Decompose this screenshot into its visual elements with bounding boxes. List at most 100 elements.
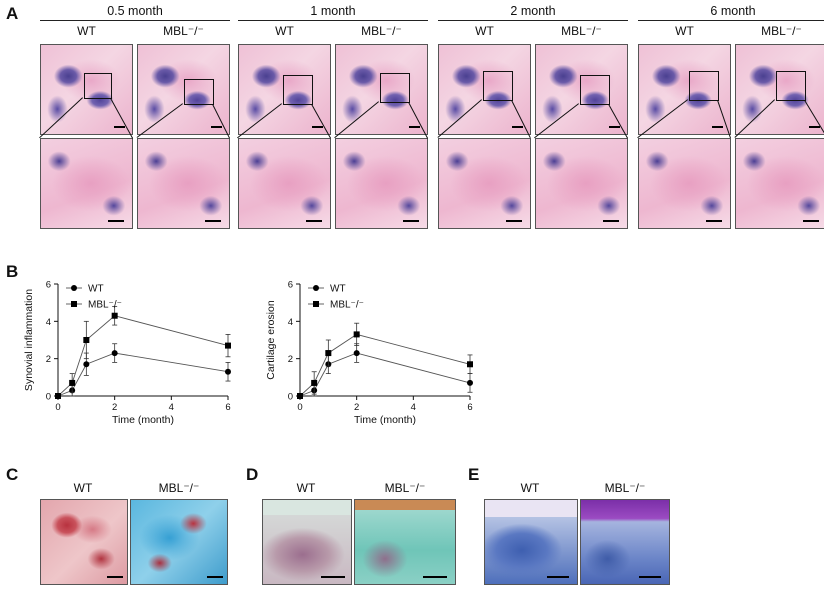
x-axis-label: Time (month) — [354, 414, 416, 426]
timepoint-title: 2 month — [510, 4, 556, 18]
data-point-circle — [111, 350, 118, 357]
y-axis-label: Cartilage erosion — [265, 300, 277, 380]
scale-bar — [803, 220, 819, 222]
scale-bar — [205, 220, 221, 222]
he-zoom-image — [335, 138, 428, 229]
zoom-region-box — [184, 79, 214, 105]
x-tick-label: 6 — [467, 402, 472, 413]
scale-bar — [107, 576, 123, 578]
he-zoom-image — [638, 138, 731, 229]
panel-e-letter: E — [468, 465, 480, 484]
x-tick-label: 0 — [55, 402, 60, 413]
panel-e-ko-label: MBL⁻/⁻ — [604, 481, 646, 495]
timepoint-rule — [438, 20, 628, 21]
legend-label: WT — [88, 284, 104, 295]
he-zoom-image — [535, 138, 628, 229]
data-point-square — [311, 379, 318, 386]
legend-label: MBL⁻/⁻ — [330, 300, 364, 311]
timepoint-title: 1 month — [310, 4, 356, 18]
genotype-label-ko: MBL⁻/⁻ — [561, 24, 602, 38]
data-point-circle — [83, 361, 90, 368]
panel-c-letter: C — [6, 465, 19, 484]
he-overview-image — [535, 44, 628, 135]
y-tick-label: 4 — [288, 317, 293, 328]
panel-d-wt-ihc-image — [262, 499, 352, 585]
he-overview-image — [438, 44, 531, 135]
data-point-circle — [467, 379, 473, 386]
scale-bar — [114, 126, 125, 128]
scale-bar — [108, 220, 124, 222]
y-tick-label: 6 — [46, 280, 51, 291]
zoom-region-box — [580, 75, 610, 105]
legend-marker-circle — [313, 285, 319, 291]
genotype-label-wt: WT — [475, 24, 494, 38]
he-zoom-image — [238, 138, 331, 229]
scale-bar — [609, 126, 620, 128]
data-point-square — [55, 393, 61, 399]
genotype-label-ko: MBL⁻/⁻ — [761, 24, 802, 38]
genotype-label-ko: MBL⁻/⁻ — [163, 24, 204, 38]
scale-bar — [207, 576, 223, 578]
legend-marker-circle — [71, 285, 77, 291]
legend-label: MBL⁻/⁻ — [88, 300, 122, 311]
x-axis-label: Time (month) — [112, 414, 174, 426]
y-tick-label: 4 — [46, 317, 51, 328]
scale-bar — [403, 220, 419, 222]
y-tick-label: 0 — [288, 392, 293, 403]
scale-bar — [512, 126, 523, 128]
data-point-square — [467, 361, 473, 368]
x-tick-label: 4 — [169, 402, 174, 413]
he-overview-image — [735, 44, 824, 135]
genotype-label-ko: MBL⁻/⁻ — [361, 24, 402, 38]
panel-a-letter: A — [6, 4, 19, 23]
y-axis-label: Synovial inflammation — [23, 289, 35, 391]
data-point-square — [297, 393, 303, 399]
panel-c-wt-safranin-image — [40, 499, 128, 585]
x-tick-label: 4 — [411, 402, 416, 413]
data-point-square — [353, 331, 360, 338]
timepoint-rule — [238, 20, 428, 21]
series-line-wt — [57, 352, 229, 397]
panel-c-wt-label: WT — [73, 481, 93, 495]
legend-marker-square — [313, 301, 319, 307]
scale-bar — [547, 576, 569, 578]
panel-e-wt-toluidine-image — [484, 499, 578, 585]
panel-b-letter: B — [6, 262, 19, 281]
he-overview-image — [40, 44, 133, 135]
data-point-square — [111, 312, 118, 319]
genotype-label-wt: WT — [275, 24, 294, 38]
data-point-square — [225, 342, 231, 349]
he-zoom-image — [137, 138, 230, 229]
panel-d-ko-ihc-image — [354, 499, 456, 585]
data-point-square — [69, 379, 76, 386]
zoom-region-box — [776, 71, 806, 101]
scale-bar — [312, 126, 323, 128]
timepoint-rule — [638, 20, 824, 21]
he-overview-image — [335, 44, 428, 135]
panel-e-ko-toluidine-image — [580, 499, 670, 585]
scale-bar — [306, 220, 322, 222]
x-tick-label: 2 — [112, 402, 117, 413]
x-tick-label: 0 — [297, 402, 302, 413]
series-line-mbl — [57, 315, 229, 397]
timepoint-title: 0.5 month — [107, 4, 163, 18]
timepoint-rule — [40, 20, 230, 21]
zoom-region-box — [283, 75, 313, 105]
synovial-inflammation-chart: 0 2 4 6 0 2 4 6 Time (month) Synovial inflammatio… — [23, 280, 231, 426]
data-point-circle — [353, 350, 360, 357]
scale-bar — [321, 576, 345, 578]
genotype-label-wt: WT — [77, 24, 96, 38]
data-point-square — [83, 337, 90, 343]
scale-bar — [639, 576, 661, 578]
he-overview-image — [238, 44, 331, 135]
x-tick-label: 2 — [354, 402, 359, 413]
he-zoom-image — [438, 138, 531, 229]
panel-d-ko-label: MBL⁻/⁻ — [384, 481, 426, 495]
y-tick-label: 2 — [46, 354, 51, 365]
panel-c-ko-label: MBL⁻/⁻ — [158, 481, 200, 495]
genotype-label-wt: WT — [675, 24, 694, 38]
he-overview-image — [638, 44, 731, 135]
scale-bar — [409, 126, 420, 128]
scale-bar — [809, 126, 820, 128]
y-tick-label: 6 — [288, 280, 293, 291]
